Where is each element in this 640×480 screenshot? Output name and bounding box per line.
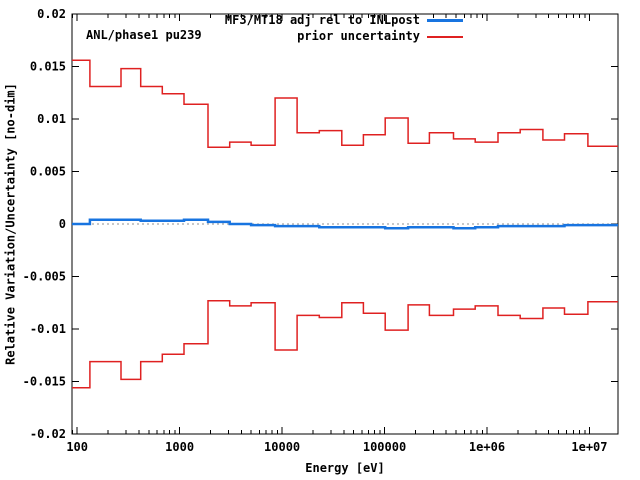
y-tick-label: 0 — [59, 217, 66, 231]
y-tick-label: -0.01 — [30, 322, 66, 336]
series-line-prior-uncertainty-lower — [72, 299, 618, 389]
legend-line-sample-blue — [427, 19, 463, 22]
y-tick-label: 0.01 — [37, 112, 66, 126]
y-tick-label: -0.005 — [23, 270, 66, 284]
x-axis-title: Energy [eV] — [305, 461, 385, 475]
y-tick-label: -0.015 — [23, 375, 66, 389]
y-tick-label: -0.02 — [30, 427, 66, 441]
legend-line-sample-red — [427, 36, 463, 38]
x-tick-label: 1000 — [165, 440, 194, 454]
y-tick-label: 0.02 — [37, 7, 66, 21]
legend-entry-red-label: prior uncertainty — [297, 29, 420, 43]
y-axis-title: Relative Variation/Uncertainty [no-dim] — [3, 83, 18, 365]
x-tick-label: 100000 — [363, 440, 406, 454]
series-line-prior-uncertainty-upper — [72, 59, 618, 149]
series-line-adjustment — [72, 218, 618, 230]
x-tick-label: 10000 — [264, 440, 300, 454]
x-tick-label: 100 — [66, 440, 88, 454]
plot-annotation: ANL/phase1 pu239 — [86, 28, 202, 42]
x-tick-label: 1e+07 — [571, 440, 607, 454]
legend-entry-blue-label: MF3/MT18 adj rel to INLpost — [224, 13, 420, 27]
y-tick-label: 0.005 — [30, 165, 66, 179]
y-tick-label: 0.015 — [30, 60, 66, 74]
x-tick-label: 1e+06 — [469, 440, 505, 454]
